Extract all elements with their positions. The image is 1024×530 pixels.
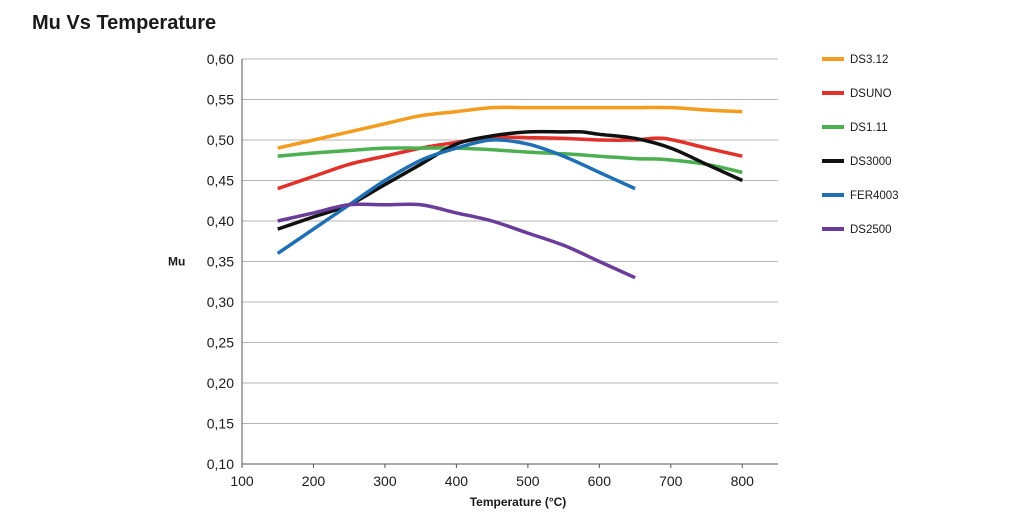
series-line-ds2500 xyxy=(277,202,636,280)
series-line-ds3-12 xyxy=(277,105,743,150)
y-tick-label: 0,40 xyxy=(207,213,234,229)
y-tick-label: 0,45 xyxy=(207,173,234,189)
y-tick-label: 0,50 xyxy=(207,132,234,148)
legend-label: FER4003 xyxy=(850,190,899,202)
legend-label: DS2500 xyxy=(850,224,892,236)
x-tick-label: 200 xyxy=(302,473,326,489)
x-tick-label: 500 xyxy=(516,473,540,489)
y-tick-label: 0,15 xyxy=(207,416,234,432)
x-tick-label: 300 xyxy=(373,473,397,489)
y-tick-label: 0,60 xyxy=(207,51,234,67)
y-tick-labels: 0,10 0,15 0,20 0,25 0,30 0,35 0,40 0,45 0,50 0,55… xyxy=(207,51,234,472)
y-axis-label: Mu xyxy=(168,255,185,269)
chart-title: Mu Vs Temperature xyxy=(32,12,217,34)
series-lines xyxy=(276,105,744,280)
y-tick-label: 0,35 xyxy=(207,254,234,270)
y-tick-label: 0,55 xyxy=(207,92,234,108)
y-tick-label: 0,25 xyxy=(207,335,234,351)
series-line-ds1-11 xyxy=(277,146,743,175)
series-line-fer4003 xyxy=(276,138,636,255)
x-tick-label: 800 xyxy=(731,473,755,489)
x-tick-label: 600 xyxy=(588,473,612,489)
series-line-dsuno xyxy=(277,135,743,191)
y-tick-label: 0,10 xyxy=(207,456,234,472)
legend: DS3.12 DSUNO DS1.11 DS3000 FER4003 DS2500 xyxy=(822,54,899,236)
y-tick-label: 0,20 xyxy=(207,375,234,391)
legend-label: DS1.11 xyxy=(850,122,888,134)
x-axis-label: Temperature (°C) xyxy=(470,495,567,509)
y-tick-label: 0,30 xyxy=(207,294,234,310)
axes xyxy=(241,59,778,465)
x-tick-label: 400 xyxy=(445,473,469,489)
legend-label: DS3.12 xyxy=(850,54,888,66)
gridlines xyxy=(242,58,778,465)
x-tick-label: 100 xyxy=(230,473,254,489)
legend-label: DS3000 xyxy=(850,156,892,168)
x-tick-labels: 100 200 300 400 500 600 700 800 xyxy=(230,464,754,489)
x-tick-label: 700 xyxy=(659,473,683,489)
legend-label: DSUNO xyxy=(850,88,892,100)
